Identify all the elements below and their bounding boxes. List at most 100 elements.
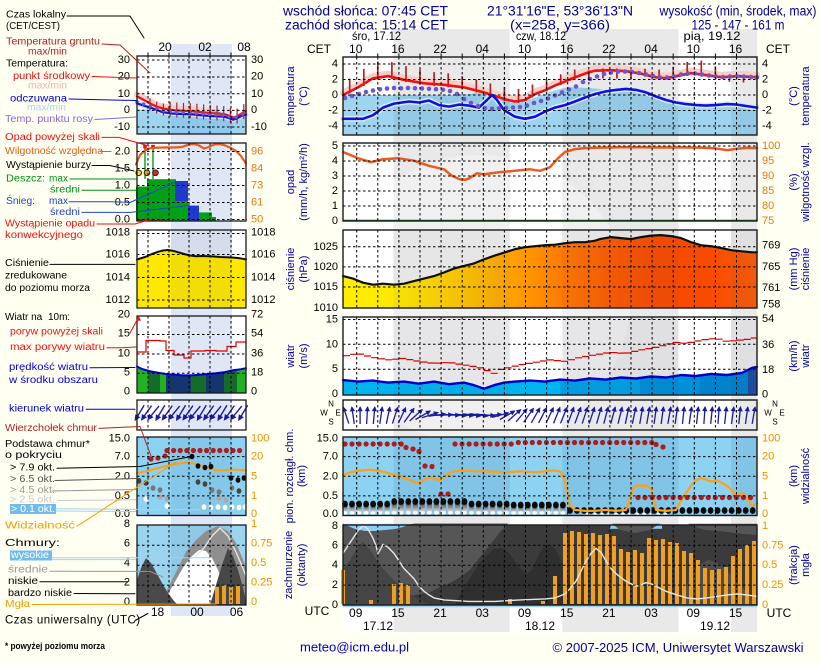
svg-text:pią, 19.12: pią, 19.12 xyxy=(684,29,741,43)
svg-text:-4: -4 xyxy=(328,120,338,132)
svg-text:prędkość wiatru: prędkość wiatru xyxy=(9,362,88,373)
svg-text:20: 20 xyxy=(118,309,130,321)
svg-text:-10: -10 xyxy=(251,121,267,133)
svg-text:(x=258, y=366): (x=258, y=366) xyxy=(510,18,610,33)
svg-text:Wierzchołek chmur: Wierzchołek chmur xyxy=(5,423,98,434)
svg-text:0: 0 xyxy=(124,386,130,398)
svg-text:2: 2 xyxy=(332,74,338,86)
svg-text:0: 0 xyxy=(762,599,768,611)
svg-text:18.12: 18.12 xyxy=(525,619,555,633)
svg-text:Wilgotność względna: Wilgotność względna xyxy=(5,146,103,157)
svg-text:E: E xyxy=(779,409,784,418)
svg-text:21: 21 xyxy=(433,606,447,620)
svg-text:konwekcyjnego: konwekcyjnego xyxy=(5,230,83,241)
svg-text:1.0: 1.0 xyxy=(115,180,130,192)
svg-text:wysokie: wysokie xyxy=(10,550,50,561)
svg-text:max/min: max/min xyxy=(27,102,66,113)
svg-text:758: 758 xyxy=(762,299,780,311)
svg-text:36: 36 xyxy=(762,339,774,351)
svg-text:95: 95 xyxy=(762,155,774,167)
svg-text:04: 04 xyxy=(644,42,658,56)
svg-text:poryw powyżej skali: poryw powyżej skali xyxy=(10,327,103,338)
svg-text:10: 10 xyxy=(118,348,130,360)
svg-text:Widzialność: Widzialność xyxy=(5,521,75,532)
svg-text:0: 0 xyxy=(762,89,768,101)
svg-text:00: 00 xyxy=(190,605,204,619)
svg-text:ciśnienie: ciśnienie xyxy=(800,248,812,291)
svg-text:wiatr: wiatr xyxy=(285,344,297,369)
svg-text:Czas uniwersalny (UTC): Czas uniwersalny (UTC) xyxy=(5,615,141,627)
svg-text:Temp. punktu rosy: Temp. punktu rosy xyxy=(5,114,93,125)
svg-text:20: 20 xyxy=(158,40,172,54)
svg-text:wysokość (min, środek, max): wysokość (min, środek, max) xyxy=(659,4,817,19)
svg-text:03: 03 xyxy=(644,606,658,620)
svg-text:10: 10 xyxy=(349,42,363,56)
svg-text:1: 1 xyxy=(762,490,768,502)
svg-text:0: 0 xyxy=(762,389,768,401)
svg-text:max: max xyxy=(49,174,68,185)
svg-text:0: 0 xyxy=(251,386,257,398)
svg-text:15: 15 xyxy=(118,328,130,340)
svg-text:wiatr: wiatr xyxy=(800,344,812,369)
svg-text:10: 10 xyxy=(251,88,263,100)
svg-text:15.0: 15.0 xyxy=(109,433,130,445)
svg-text:2.0: 2.0 xyxy=(115,470,130,482)
svg-text:niskie: niskie xyxy=(8,576,39,587)
svg-text:5: 5 xyxy=(762,470,768,482)
svg-text:5: 5 xyxy=(332,363,338,375)
svg-text:20: 20 xyxy=(251,451,263,463)
svg-text:10: 10 xyxy=(326,338,338,350)
svg-text:średnie: średnie xyxy=(8,565,49,576)
svg-text:18: 18 xyxy=(762,364,774,376)
svg-text:85: 85 xyxy=(762,185,774,197)
svg-text:czw, 18.12: czw, 18.12 xyxy=(516,29,566,43)
svg-text:max: max xyxy=(49,196,68,207)
svg-text:20: 20 xyxy=(762,451,774,463)
svg-text:0: 0 xyxy=(332,89,338,101)
svg-text:Mgła: Mgła xyxy=(5,599,30,610)
svg-text:średni: średni xyxy=(50,185,80,196)
svg-text:8: 8 xyxy=(124,518,130,530)
svg-text:do poziomu morza: do poziomu morza xyxy=(5,283,90,294)
svg-text:5: 5 xyxy=(124,367,130,379)
svg-text:0: 0 xyxy=(332,388,338,400)
svg-text:0: 0 xyxy=(251,508,257,520)
svg-text:(hPa): (hPa) xyxy=(298,256,310,283)
svg-text:10m: 10m xyxy=(48,312,67,323)
svg-text:> 0.1 okt.: > 0.1 okt. xyxy=(11,504,55,515)
svg-text:(mm/h, kg/m²/h): (mm/h, kg/m²/h) xyxy=(298,143,310,221)
svg-text:1: 1 xyxy=(251,518,257,530)
svg-text:0.5: 0.5 xyxy=(323,490,338,502)
svg-text:w środku obszaru: w środku obszaru xyxy=(8,375,98,386)
svg-text:Temperatura gruntu: Temperatura gruntu xyxy=(6,37,100,48)
svg-text:S: S xyxy=(772,418,777,427)
svg-text:5: 5 xyxy=(251,470,257,482)
svg-text:1016: 1016 xyxy=(251,249,275,261)
svg-text:1020: 1020 xyxy=(314,261,338,273)
svg-text:4: 4 xyxy=(332,155,338,167)
svg-text:100: 100 xyxy=(762,433,780,445)
svg-text:20: 20 xyxy=(251,71,263,83)
svg-text:(m/s): (m/s) xyxy=(298,343,310,368)
svg-text:Wystąpienie burzy: Wystąpienie burzy xyxy=(6,160,91,171)
svg-text:* powyżej poziomu morza: * powyżej poziomu morza xyxy=(5,641,106,652)
svg-text:wilgotność wzgl.: wilgotność wzgl. xyxy=(800,142,812,222)
svg-text:06: 06 xyxy=(230,605,244,619)
svg-text:> 7.9 okt.: > 7.9 okt. xyxy=(10,463,55,474)
svg-text:7.0: 7.0 xyxy=(115,451,130,463)
svg-text:© 2007-2025 ICM, Uniwersytet W: © 2007-2025 ICM, Uniwersytet Warszawski xyxy=(553,640,804,655)
svg-text:CET: CET xyxy=(307,42,332,56)
svg-text:Deszcz:: Deszcz: xyxy=(6,174,45,185)
svg-text:0.75: 0.75 xyxy=(251,538,272,550)
svg-text:2: 2 xyxy=(332,579,338,591)
svg-text:1012: 1012 xyxy=(106,294,130,306)
svg-text:4: 4 xyxy=(124,557,130,569)
svg-text:0: 0 xyxy=(332,215,338,227)
svg-text:(km): (km) xyxy=(296,465,308,487)
svg-text:(°C): (°C) xyxy=(298,86,310,106)
svg-text:6: 6 xyxy=(332,539,338,551)
svg-text:1016: 1016 xyxy=(106,249,130,261)
svg-text:średni: średni xyxy=(50,207,80,218)
svg-text:Czas lokalny: Czas lokalny xyxy=(6,10,66,21)
svg-text:96: 96 xyxy=(251,146,263,158)
